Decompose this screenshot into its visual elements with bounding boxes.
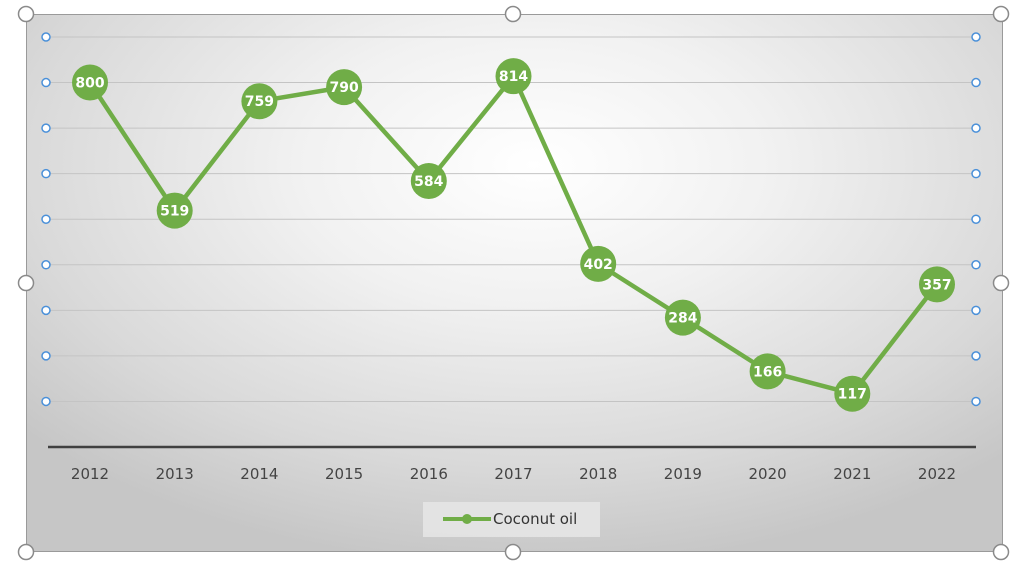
data-label: 519 xyxy=(160,204,189,220)
data-point-marker[interactable] xyxy=(241,83,278,120)
data-point-marker[interactable] xyxy=(749,353,786,390)
x-tick-label: 2013 xyxy=(156,465,194,483)
data-label: 357 xyxy=(922,277,951,293)
data-label: 166 xyxy=(753,364,782,380)
legend[interactable]: Coconut oil xyxy=(423,502,600,537)
chart-frame[interactable] xyxy=(26,14,1003,552)
x-tick-label: 2020 xyxy=(749,465,787,483)
legend-label: Coconut oil xyxy=(493,510,577,528)
gridlines xyxy=(48,36,976,402)
gridline-dot-left[interactable] xyxy=(41,123,51,133)
x-tick-label: 2017 xyxy=(494,465,532,483)
resize-handle[interactable] xyxy=(992,543,1010,561)
gridline-dot-left[interactable] xyxy=(41,214,51,224)
data-label: 790 xyxy=(329,80,358,96)
x-axis-tick-labels: 2012 2013 2014 2015 2016 2017 2018 2019 2020 2021… xyxy=(71,465,956,483)
data-point-marker[interactable] xyxy=(664,299,701,336)
resize-handle[interactable] xyxy=(504,5,522,23)
gridline-dot-left[interactable] xyxy=(41,77,51,88)
resize-handle[interactable] xyxy=(504,543,522,561)
data-label: 759 xyxy=(245,94,274,110)
x-tick-label: 2022 xyxy=(918,465,956,483)
resize-handle[interactable] xyxy=(992,5,1010,23)
gridline-dot-right[interactable] xyxy=(971,260,981,270)
gridline-selection-dots[interactable] xyxy=(41,32,981,407)
gridline-dot-right[interactable] xyxy=(971,32,981,42)
gridline-dot-left[interactable] xyxy=(41,32,51,42)
data-point-marker[interactable] xyxy=(410,162,447,199)
x-tick-label: 2016 xyxy=(410,465,448,483)
resize-handle[interactable] xyxy=(17,5,35,23)
resize-handle[interactable] xyxy=(992,274,1010,292)
data-point-marker[interactable] xyxy=(72,64,108,101)
x-tick-label: 2014 xyxy=(240,465,278,483)
gridline-dot-right[interactable] xyxy=(971,168,981,179)
gridline-dot-left[interactable] xyxy=(41,396,51,407)
resize-handle[interactable] xyxy=(17,543,35,561)
x-tick-label: 2018 xyxy=(579,465,617,483)
x-tick-label: 2021 xyxy=(833,465,871,483)
x-tick-label: 2012 xyxy=(71,465,109,483)
data-point-marker[interactable] xyxy=(834,375,871,412)
x-tick-label: 2015 xyxy=(325,465,363,483)
gridline-dot-right[interactable] xyxy=(971,305,981,316)
data-label: 584 xyxy=(414,174,443,190)
gridline-dot-left[interactable] xyxy=(41,168,51,179)
resize-handle[interactable] xyxy=(17,274,35,292)
data-point-marker[interactable] xyxy=(580,245,617,282)
gridline-dot-right[interactable] xyxy=(971,123,981,133)
gridline-dot-left[interactable] xyxy=(41,351,51,361)
selection-handles[interactable] xyxy=(17,5,1010,561)
legend-marker-swatch xyxy=(462,514,472,524)
x-tick-label: 2019 xyxy=(664,465,702,483)
data-label: 814 xyxy=(499,69,528,85)
data-point-marker[interactable] xyxy=(156,192,193,229)
gridline-dot-right[interactable] xyxy=(971,351,981,361)
data-label: 284 xyxy=(668,311,697,327)
gridline-dot-right[interactable] xyxy=(971,77,981,88)
data-point-marker[interactable] xyxy=(495,58,532,95)
data-label: 402 xyxy=(584,257,613,273)
data-point-marker[interactable] xyxy=(919,266,955,303)
gridline-dot-right[interactable] xyxy=(971,214,981,224)
series-line-coconut-oil[interactable] xyxy=(88,73,939,396)
data-point-marker[interactable] xyxy=(326,69,363,106)
data-label: 117 xyxy=(838,387,867,403)
series-markers[interactable]: 800 519 759 790 584 814 402 284 166 117 357 xyxy=(72,58,955,412)
gridline-dot-left[interactable] xyxy=(41,260,51,270)
gridline-dot-right[interactable] xyxy=(971,396,981,407)
gridline-dot-left[interactable] xyxy=(41,305,51,316)
data-label: 800 xyxy=(75,76,104,92)
